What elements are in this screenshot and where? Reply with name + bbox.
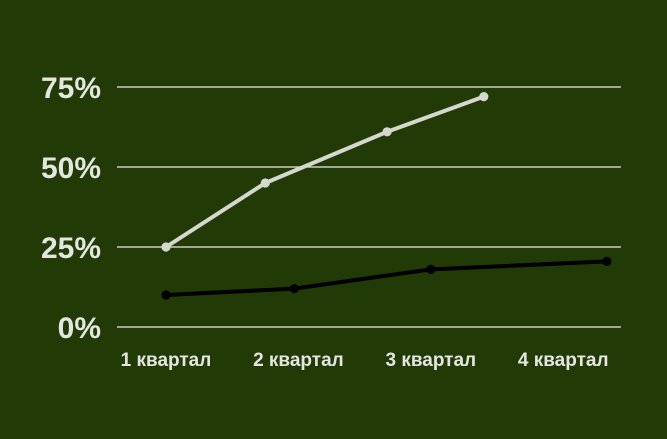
y-tick-label: 50% bbox=[41, 152, 101, 185]
series-1-point-1 bbox=[161, 242, 171, 252]
x-tick-label: 3 квартал bbox=[385, 350, 476, 371]
y-tick-label: 25% bbox=[41, 232, 101, 265]
x-axis-ticks: 1 квартал 2 квартал 3 квартал 4 квартал bbox=[121, 350, 609, 371]
series-2-point-4 bbox=[602, 256, 612, 266]
series-line-1 bbox=[164, 94, 486, 249]
series-layer bbox=[161, 92, 612, 300]
series-2-point-3 bbox=[426, 264, 436, 274]
series-2-point-2 bbox=[289, 284, 299, 294]
series-1-point-3 bbox=[382, 127, 392, 137]
series-line-2 bbox=[164, 259, 609, 297]
y-tick-label: 0% bbox=[58, 312, 101, 345]
x-tick-label: 4 квартал bbox=[518, 350, 609, 371]
grid-layer bbox=[117, 86, 621, 328]
y-axis-ticks: 0% 25% 50% 75% bbox=[41, 72, 101, 345]
y-tick-label: 75% bbox=[41, 72, 101, 105]
x-tick-label: 1 квартал bbox=[121, 350, 212, 371]
series-2-point-1 bbox=[161, 290, 171, 300]
x-tick-label: 2 квартал bbox=[253, 350, 344, 371]
series-1-point-2 bbox=[260, 178, 270, 188]
series-1-point-4 bbox=[479, 92, 489, 102]
